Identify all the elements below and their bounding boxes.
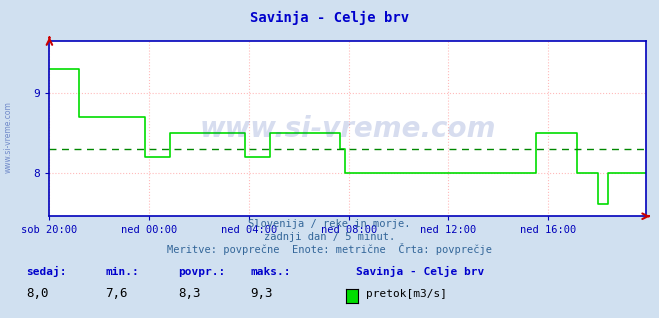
Text: 8,3: 8,3 <box>178 287 200 300</box>
Text: 8,0: 8,0 <box>26 287 49 300</box>
Text: 7,6: 7,6 <box>105 287 128 300</box>
Text: Meritve: povprečne  Enote: metrične  Črta: povprečje: Meritve: povprečne Enote: metrične Črta:… <box>167 243 492 255</box>
Text: sedaj:: sedaj: <box>26 266 67 277</box>
Text: zadnji dan / 5 minut.: zadnji dan / 5 minut. <box>264 232 395 242</box>
Text: www.si-vreme.com: www.si-vreme.com <box>4 101 13 173</box>
Text: maks.:: maks.: <box>250 267 291 277</box>
Text: www.si-vreme.com: www.si-vreme.com <box>200 115 496 143</box>
Text: 9,3: 9,3 <box>250 287 273 300</box>
Text: pretok[m3/s]: pretok[m3/s] <box>366 289 447 299</box>
Text: povpr.:: povpr.: <box>178 267 225 277</box>
Text: Slovenija / reke in morje.: Slovenija / reke in morje. <box>248 219 411 229</box>
Text: Savinja - Celje brv: Savinja - Celje brv <box>356 266 484 277</box>
Text: min.:: min.: <box>105 267 139 277</box>
Text: Savinja - Celje brv: Savinja - Celje brv <box>250 11 409 25</box>
